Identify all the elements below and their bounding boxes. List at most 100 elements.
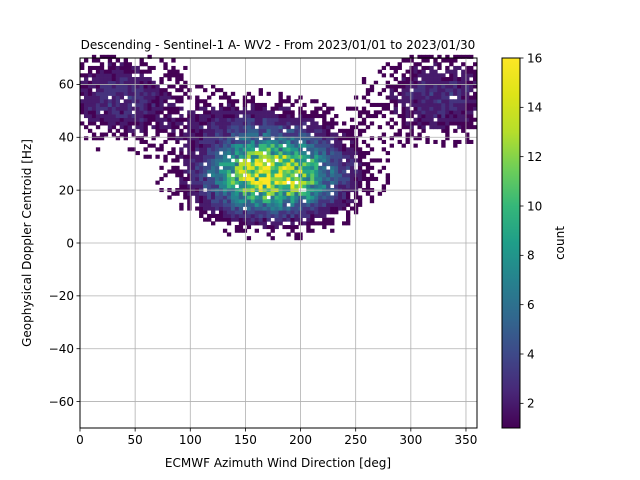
heatmap-bin [211, 173, 216, 178]
heatmap-bin [139, 114, 144, 119]
heatmap-bin [334, 121, 339, 126]
heatmap-bin [80, 121, 85, 126]
heatmap-bin [171, 165, 176, 170]
heatmap-bin [409, 125, 414, 130]
heatmap-bin [87, 91, 93, 96]
heatmap-bin [226, 143, 232, 148]
heatmap-bin [266, 154, 271, 159]
heatmap-bin [171, 110, 176, 115]
heatmap-bin [214, 217, 220, 222]
heatmap-bin [266, 117, 271, 122]
heatmap-bin [290, 206, 295, 211]
heatmap-bin [318, 128, 323, 133]
heatmap-bin [282, 158, 287, 163]
heatmap-bin [123, 80, 128, 85]
heatmap-bin [191, 180, 196, 185]
heatmap-bin [175, 99, 180, 104]
heatmap-bin [107, 65, 113, 70]
heatmap-bin [389, 91, 394, 96]
heatmap-bin [397, 128, 402, 133]
heatmap-bin [246, 110, 252, 115]
heatmap-bin [286, 176, 291, 181]
heatmap-bin [334, 162, 339, 167]
heatmap-bin [425, 136, 430, 141]
heatmap-bin [453, 84, 458, 89]
heatmap-bin [457, 91, 462, 96]
heatmap-bin [175, 88, 180, 93]
heatmap-bin [417, 102, 422, 107]
heatmap-bin [421, 88, 426, 93]
heatmap-bin [338, 151, 343, 156]
heatmap-bin [179, 99, 184, 104]
heatmap-bin [234, 154, 240, 159]
heatmap-bin [457, 88, 462, 93]
heatmap-bin [242, 158, 248, 163]
heatmap-bin [441, 84, 446, 89]
heatmap-bin [203, 199, 208, 204]
heatmap-bin [286, 95, 291, 100]
heatmap-bin [393, 102, 398, 107]
heatmap-bin [262, 217, 267, 222]
heatmap-bin [103, 106, 109, 111]
heatmap-bin [377, 102, 383, 107]
heatmap-bin [143, 128, 148, 133]
heatmap-bin [131, 114, 136, 119]
heatmap-bin [270, 121, 275, 126]
heatmap-bin [107, 106, 113, 111]
heatmap-bin [262, 180, 267, 185]
heatmap-bin [282, 213, 287, 218]
heatmap-bin [278, 147, 283, 152]
heatmap-bin [286, 162, 291, 167]
heatmap-bin [246, 114, 252, 119]
heatmap-bin [314, 99, 319, 104]
heatmap-bin [294, 117, 299, 122]
heatmap-bin [449, 84, 454, 89]
heatmap-bin [226, 195, 232, 200]
heatmap-bin [361, 139, 367, 144]
heatmap-bin [270, 176, 275, 181]
heatmap-bin [107, 117, 113, 122]
heatmap-bin [199, 128, 204, 133]
heatmap-bin [95, 117, 101, 122]
heatmap-bin [111, 114, 117, 119]
heatmap-bin [381, 114, 387, 119]
heatmap-bin [207, 184, 212, 189]
heatmap-bin [151, 91, 156, 96]
heatmap-bin [365, 162, 371, 167]
heatmap-bin [119, 84, 125, 89]
heatmap-bin [282, 136, 287, 141]
heatmap-bin [310, 125, 315, 130]
heatmap-bin [250, 210, 256, 215]
heatmap-bin [345, 180, 351, 185]
heatmap-bin [195, 84, 200, 89]
heatmap-bin [214, 110, 220, 115]
heatmap-bin [211, 147, 216, 152]
heatmap-bin [175, 173, 180, 178]
heatmap-bin [421, 99, 426, 104]
heatmap-bin [203, 165, 208, 170]
heatmap-bin [250, 191, 256, 196]
heatmap-bin [171, 102, 176, 107]
heatmap-bin [449, 77, 454, 82]
heatmap-bin [163, 91, 168, 96]
heatmap-bin [290, 139, 295, 144]
heatmap-bin [127, 80, 132, 85]
heatmap-bin [282, 191, 287, 196]
heatmap-bin [230, 165, 236, 170]
heatmap-bin [147, 69, 152, 74]
heatmap-bin [258, 202, 263, 207]
heatmap-bin [155, 88, 160, 93]
heatmap-bin [274, 165, 279, 170]
heatmap-bin [135, 99, 140, 104]
heatmap-bin [286, 114, 291, 119]
heatmap-bin [230, 184, 236, 189]
heatmap-bin [171, 169, 176, 174]
heatmap-bin [441, 125, 446, 130]
heatmap-bin [187, 110, 192, 115]
heatmap-bin [401, 88, 406, 93]
heatmap-bin [254, 143, 259, 148]
heatmap-bin [234, 143, 240, 148]
heatmap-bin [226, 114, 232, 119]
heatmap-bin [222, 132, 228, 137]
